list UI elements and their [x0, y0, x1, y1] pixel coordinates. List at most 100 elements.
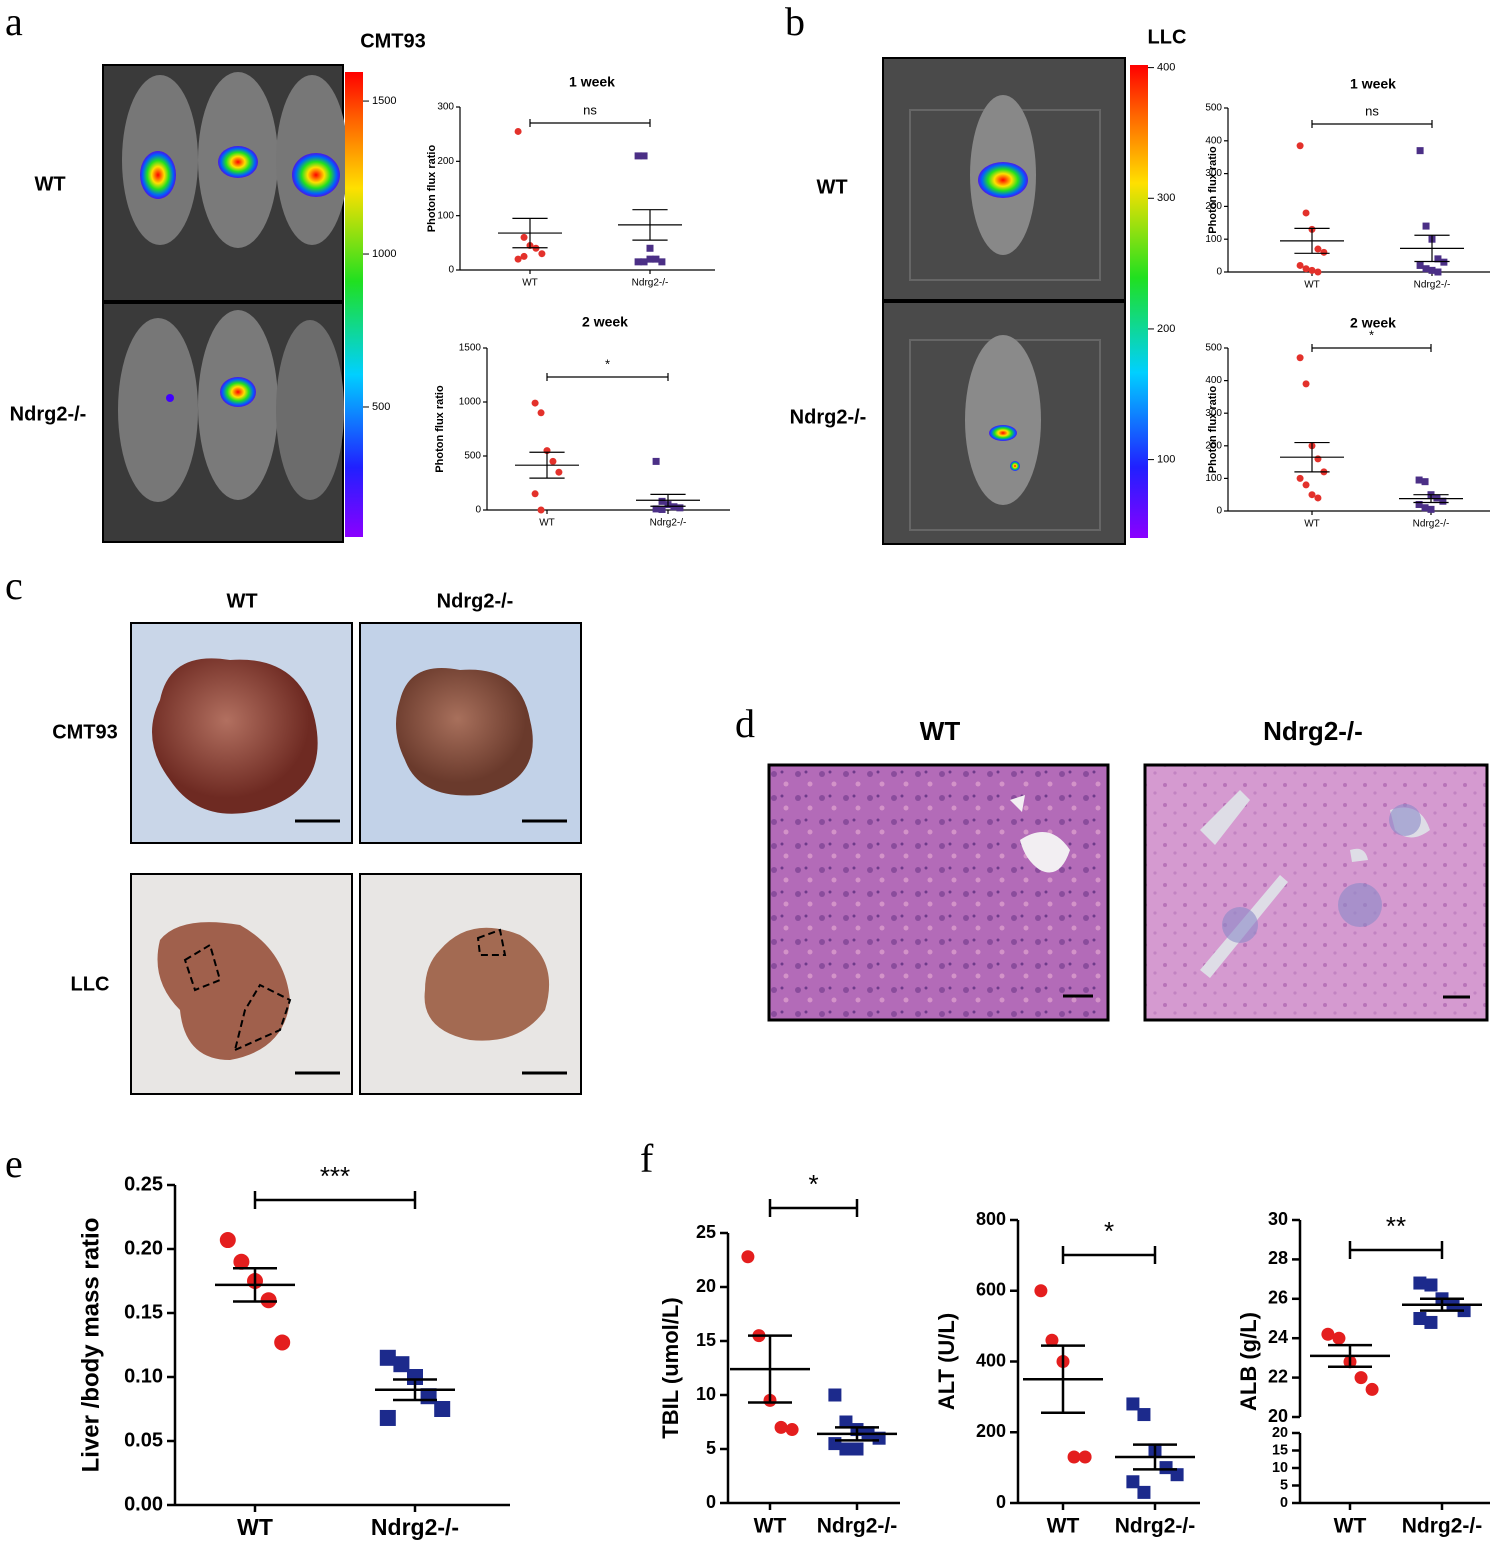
data-point	[1457, 1304, 1471, 1318]
imaging-b	[882, 57, 1148, 545]
y-tick-label: 500	[1205, 103, 1222, 114]
data-point	[520, 233, 528, 241]
chart-title: 2 week	[1350, 315, 1396, 331]
data-point	[640, 152, 648, 160]
y-tick-label: 0	[706, 1492, 716, 1512]
data-point	[850, 1442, 864, 1456]
y-axis-label: Photon flux ratio	[434, 385, 446, 473]
y-axis-label: Photon flux ratio	[426, 145, 438, 233]
y-axis-label: ALB (g/L)	[1236, 1312, 1261, 1411]
y-tick-label: 0	[448, 265, 454, 276]
y-tick-label: 20	[1268, 1406, 1288, 1426]
y-tick-label: 10	[1272, 1460, 1288, 1476]
data-point	[274, 1334, 291, 1351]
y-tick-label: 0.00	[124, 1493, 163, 1515]
data-point	[1302, 209, 1310, 217]
data-point	[1422, 222, 1430, 230]
y-tick-label: 20	[696, 1276, 716, 1296]
y-tick-label: 25	[696, 1222, 716, 1242]
data-point	[1424, 1315, 1438, 1329]
data-point	[1421, 504, 1429, 512]
y-tick-label: 26	[1268, 1288, 1288, 1308]
y-tick-label: 0.25	[124, 1173, 163, 1195]
data-point	[646, 244, 654, 252]
data-point	[828, 1388, 842, 1402]
y-tick-label: 100	[1205, 473, 1222, 484]
data-point	[379, 1409, 396, 1426]
x-tick-label: Ndrg2-/-	[371, 1514, 459, 1540]
x-tick-label: Ndrg2-/-	[1402, 1515, 1483, 1538]
significance-label: *	[808, 1169, 818, 1199]
y-axis-label: Liver /body mass ratio	[77, 1218, 104, 1473]
imaging-a	[102, 64, 363, 543]
y-tick-label: 1000	[459, 397, 482, 408]
y-tick-label: 200	[1205, 440, 1222, 451]
data-point	[1421, 478, 1429, 486]
data-point	[839, 1415, 853, 1429]
data-point	[1354, 1371, 1368, 1385]
y-tick-label: 100	[1205, 234, 1222, 245]
y-axis-label: ALT (U/L)	[934, 1313, 959, 1410]
significance-label: ns	[1365, 103, 1379, 118]
significance-label: *	[1369, 327, 1374, 342]
colorbar-tick-label: 1500	[372, 95, 396, 107]
data-point	[1365, 1382, 1379, 1396]
column-label: Ndrg2-/-	[1263, 716, 1363, 746]
data-point	[785, 1423, 799, 1437]
data-point	[652, 457, 660, 465]
y-tick-label: 200	[1205, 201, 1222, 212]
y-tick-label: 500	[1205, 343, 1222, 354]
y-axis-label: TBIL (umol/L)	[658, 1297, 683, 1438]
y-axis-label: Photon flux ratio	[1207, 146, 1219, 234]
data-point	[393, 1356, 410, 1373]
data-point	[1413, 1276, 1427, 1290]
data-point	[537, 409, 545, 417]
data-point	[1433, 494, 1441, 502]
row-label: Ndrg2-/-	[10, 403, 87, 425]
data-point	[676, 504, 684, 512]
row-label: WT	[816, 176, 847, 198]
data-point	[1415, 476, 1423, 484]
data-point	[531, 399, 539, 407]
data-point	[1034, 1284, 1048, 1298]
data-point	[233, 1253, 250, 1270]
data-point	[514, 255, 522, 263]
panel-letter: a	[5, 0, 23, 44]
y-tick-label: 10	[696, 1384, 716, 1404]
y-tick-label: 5	[706, 1438, 716, 1458]
data-point	[1424, 1278, 1438, 1292]
x-tick-label: Ndrg2-/-	[817, 1515, 898, 1538]
data-point	[1126, 1397, 1140, 1411]
data-point	[1137, 1485, 1151, 1499]
data-point	[1332, 1331, 1346, 1345]
panel-title: LLC	[1148, 26, 1187, 48]
liver-photos	[130, 622, 582, 1095]
data-point	[555, 468, 563, 476]
y-tick-label: 1500	[459, 343, 482, 354]
data-point	[646, 255, 654, 263]
data-point	[379, 1349, 396, 1366]
x-tick-label: Ndrg2-/-	[1414, 280, 1451, 291]
data-point	[1296, 474, 1304, 482]
panel-letter: c	[5, 563, 23, 608]
significance-label: ns	[583, 102, 597, 117]
significance-label: ***	[320, 1161, 350, 1191]
data-point	[1314, 494, 1322, 502]
x-tick-label: WT	[1047, 1515, 1080, 1538]
data-point	[741, 1250, 755, 1264]
data-point	[1422, 265, 1430, 273]
row-label: CMT93	[52, 721, 118, 743]
row-label: LLC	[71, 973, 110, 995]
data-point	[1308, 491, 1316, 499]
data-point	[839, 1442, 853, 1456]
y-tick-label: 600	[976, 1280, 1006, 1300]
x-tick-label: WT	[1304, 280, 1320, 291]
data-point	[1434, 268, 1442, 276]
data-point	[652, 505, 660, 513]
data-point	[658, 505, 666, 513]
y-tick-label: 0	[1216, 267, 1222, 278]
data-point	[652, 255, 660, 263]
panel-letter: d	[735, 701, 755, 746]
panel-letter: f	[640, 1136, 654, 1181]
